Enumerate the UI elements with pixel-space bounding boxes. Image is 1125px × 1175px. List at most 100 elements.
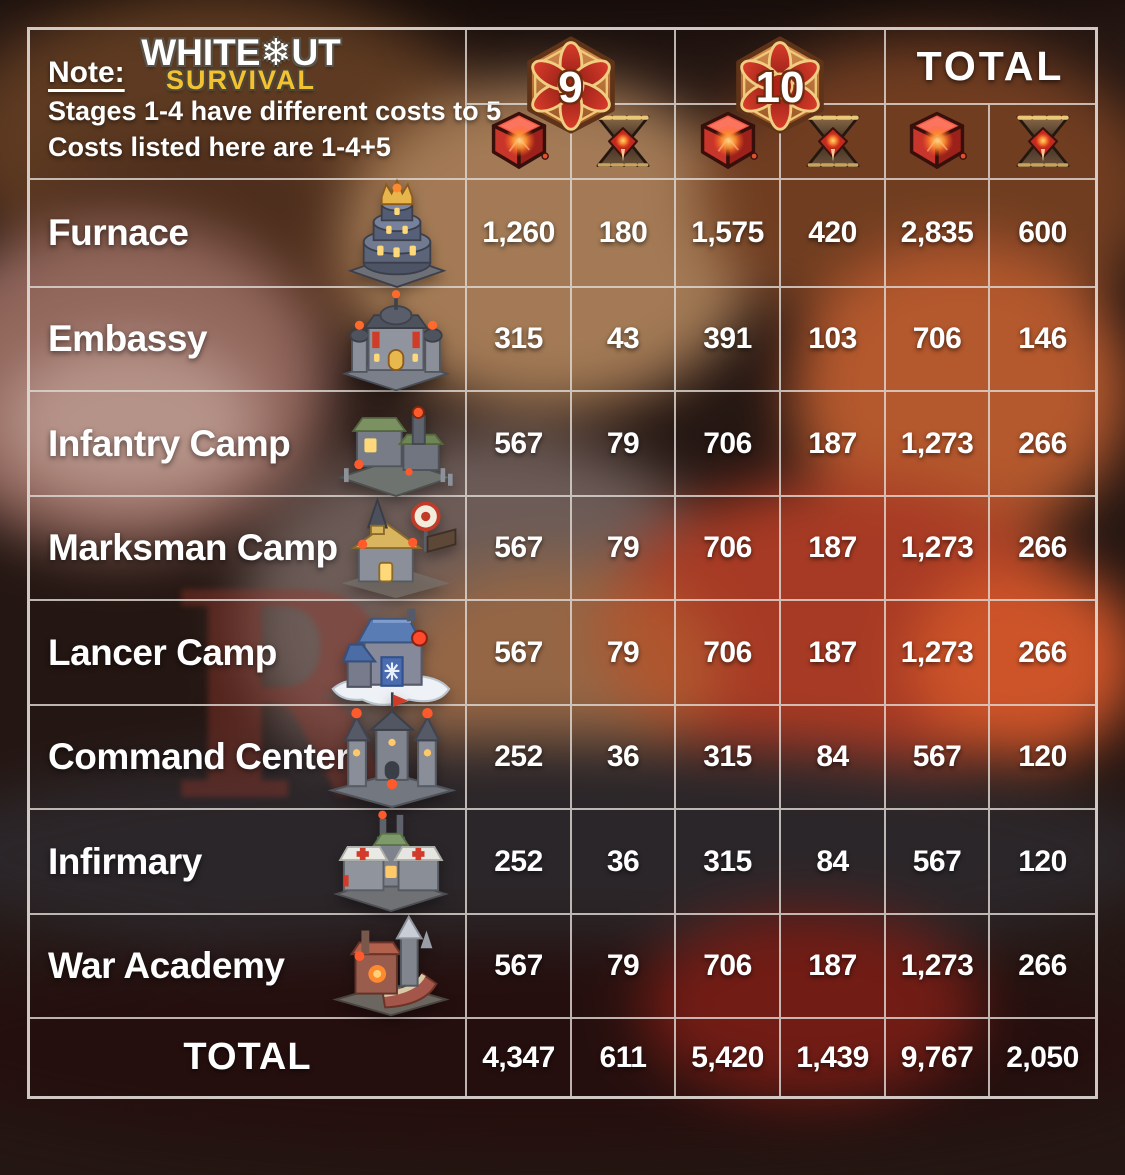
total-row-label: TOTAL: [30, 1019, 467, 1096]
cost-value: 79: [572, 392, 676, 497]
bg-blob: [0, 340, 260, 500]
cost-value: 36: [572, 810, 676, 915]
level-10-badge-icon: 10: [731, 36, 829, 134]
cost-value: 1,273: [886, 915, 990, 1019]
note-label: Note:: [48, 56, 125, 89]
cost-value: 146: [990, 288, 1095, 392]
row-label-command-center: Command Center: [30, 692, 467, 810]
total-value: 2,050: [1006, 1040, 1079, 1074]
cost-value: 706: [676, 392, 781, 497]
row-label-infantry-camp: Infantry Camp: [30, 392, 467, 497]
embassy-building-image: [341, 290, 451, 392]
building-name: Command Center: [48, 736, 350, 777]
logo-title: WHITE❄UT: [141, 32, 341, 73]
lv10-fire-crystal-header: [676, 105, 781, 180]
total-value: 9,767: [886, 1019, 990, 1096]
cost-value: 84: [781, 706, 886, 810]
bg-blob: [640, 910, 980, 1100]
furnace-level-9-header: 9: [467, 30, 676, 134]
cost-value: 120: [990, 706, 1095, 810]
note-cell: Note: WHITE❄UT SURVIVAL Stages 1-4 have …: [30, 30, 501, 180]
cost-value: 1,273: [886, 392, 990, 497]
cost-value: 266: [990, 601, 1095, 706]
level-10-number: 10: [755, 63, 805, 112]
total-value: 5,420: [676, 1019, 781, 1096]
building-name: Embassy: [48, 318, 208, 359]
cost-value: 187: [781, 915, 886, 1019]
cost-value: 79: [572, 601, 676, 706]
building-name: Infantry Camp: [48, 422, 291, 464]
cost-value: 1,273: [886, 497, 990, 601]
infirmary-building-image: [333, 810, 449, 912]
cost-value: 120: [990, 810, 1095, 915]
row-label-war-academy: War Academy: [30, 914, 467, 1019]
cost-value: 2,835: [886, 180, 990, 288]
cost-value: 706: [676, 915, 781, 1019]
marksman-camp-building-image: [342, 496, 457, 599]
building-name: Lancer Camp: [48, 631, 277, 673]
cost-value: 391: [676, 288, 781, 392]
cost-value: 1,273: [886, 601, 990, 706]
furnace-level-10-header: 10: [676, 30, 886, 134]
lv9-refined-fire-crystal-header: [572, 105, 676, 180]
cost-value: 84: [781, 810, 886, 915]
bg-blob: [910, 560, 1125, 760]
cost-value: 706: [886, 288, 990, 392]
cost-value: 1,260: [467, 180, 572, 288]
row-label-lancer-camp: Lancer Camp: [30, 601, 467, 706]
cost-value: 1,575: [676, 180, 781, 288]
whiteout-survival-logo: WHITE❄UT SURVIVAL: [126, 34, 356, 94]
war-academy-building-image: [332, 914, 450, 1017]
cost-value: 266: [990, 392, 1095, 497]
cost-value: 567: [886, 706, 990, 810]
cost-value: 315: [467, 288, 572, 392]
cost-value: 706: [676, 601, 781, 706]
refined-fire-crystal-icon: [1006, 110, 1080, 174]
logo-subtitle: SURVIVAL: [165, 65, 317, 95]
lancer-camp-building-image: [331, 608, 451, 706]
cost-value: 706: [676, 497, 781, 601]
building-name: Furnace: [48, 212, 189, 253]
building-name: Infirmary: [48, 840, 202, 882]
cost-value: 567: [467, 392, 572, 497]
cost-value: 315: [676, 706, 781, 810]
cost-table: Note: WHITE❄UT SURVIVAL Stages 1-4 have …: [27, 27, 1098, 1099]
cost-value: 266: [990, 497, 1095, 601]
furnace-building-image: [347, 178, 447, 288]
cost-value: 187: [781, 392, 886, 497]
level-9-number: 9: [558, 63, 583, 112]
note-line-2: Costs listed here are 1-4+5: [48, 132, 391, 162]
building-name: War Academy: [48, 945, 285, 986]
fire-crystal-icon: [899, 108, 975, 174]
cost-value: 36: [572, 706, 676, 810]
cost-value: 79: [572, 497, 676, 601]
cost-value: 187: [781, 601, 886, 706]
building-name: Marksman Camp: [48, 527, 338, 568]
row-label-infirmary: Infirmary: [30, 810, 467, 915]
cost-value: 266: [990, 915, 1095, 1019]
cost-value: 567: [467, 601, 572, 706]
cost-value: 420: [781, 180, 886, 288]
level-9-badge-icon: 9: [522, 36, 620, 134]
cost-value: 600: [990, 180, 1095, 288]
cost-value: 567: [886, 810, 990, 915]
total-fire-crystal-header: [886, 105, 990, 180]
total-value: 4,347: [467, 1019, 572, 1096]
total-value: 611: [572, 1019, 676, 1096]
snowflake-icon: ❄: [260, 32, 292, 73]
total-refined-fire-crystal-header: [990, 105, 1095, 180]
cost-value: 79: [572, 915, 676, 1019]
cost-value: 315: [676, 810, 781, 915]
bg-blob: [0, 740, 1125, 970]
cost-value: 187: [781, 497, 886, 601]
cost-value: 252: [467, 810, 572, 915]
row-label-embassy: Embassy: [30, 288, 467, 392]
infantry-camp-building-image: [337, 405, 455, 497]
row-label-marksman-camp: Marksman Camp: [30, 496, 467, 601]
cost-value: 252: [467, 706, 572, 810]
cost-value: 103: [781, 288, 886, 392]
cost-value: 567: [467, 915, 572, 1019]
lv9-fire-crystal-header: [467, 105, 572, 180]
total-column-header: TOTAL: [886, 30, 1095, 105]
